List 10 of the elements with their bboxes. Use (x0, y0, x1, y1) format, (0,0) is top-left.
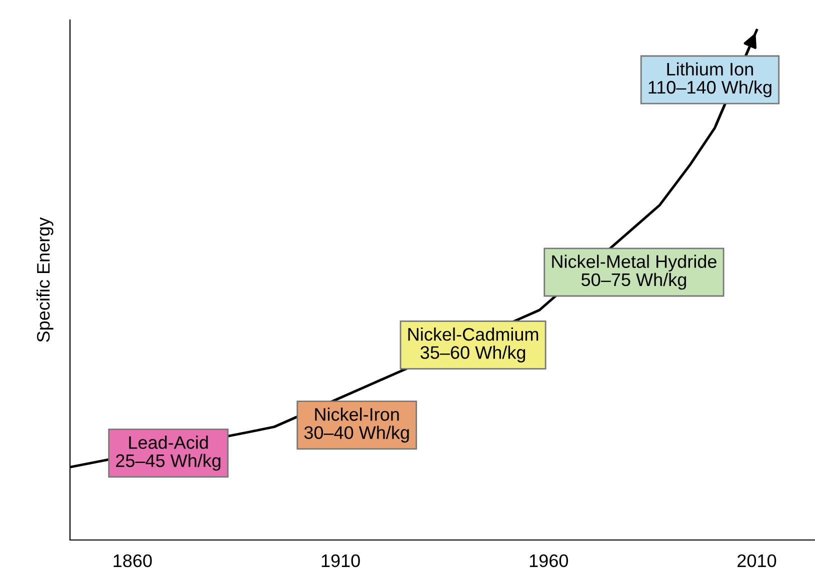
y-axis-title: Specific Energy (36, 217, 54, 342)
x-tick-label: 1860 (114, 554, 152, 568)
x-tick-label: 1960 (530, 554, 568, 568)
annotation: Lead-Acid 25–45 Wh/kg (116, 436, 220, 471)
annotation: Lithium Ion 110–140 Wh/kg (648, 62, 772, 98)
x-tick-label: 1910 (322, 554, 360, 568)
annotation: Nickel-Cadmium 35–60 Wh/kg (408, 328, 538, 362)
x-tick-label: 2010 (738, 554, 776, 568)
annotation: Nickel-Iron 30–40 Wh/kg (304, 408, 409, 443)
annotation: Nickel-Metal Hydride 50–75 Wh/kg (552, 254, 716, 290)
